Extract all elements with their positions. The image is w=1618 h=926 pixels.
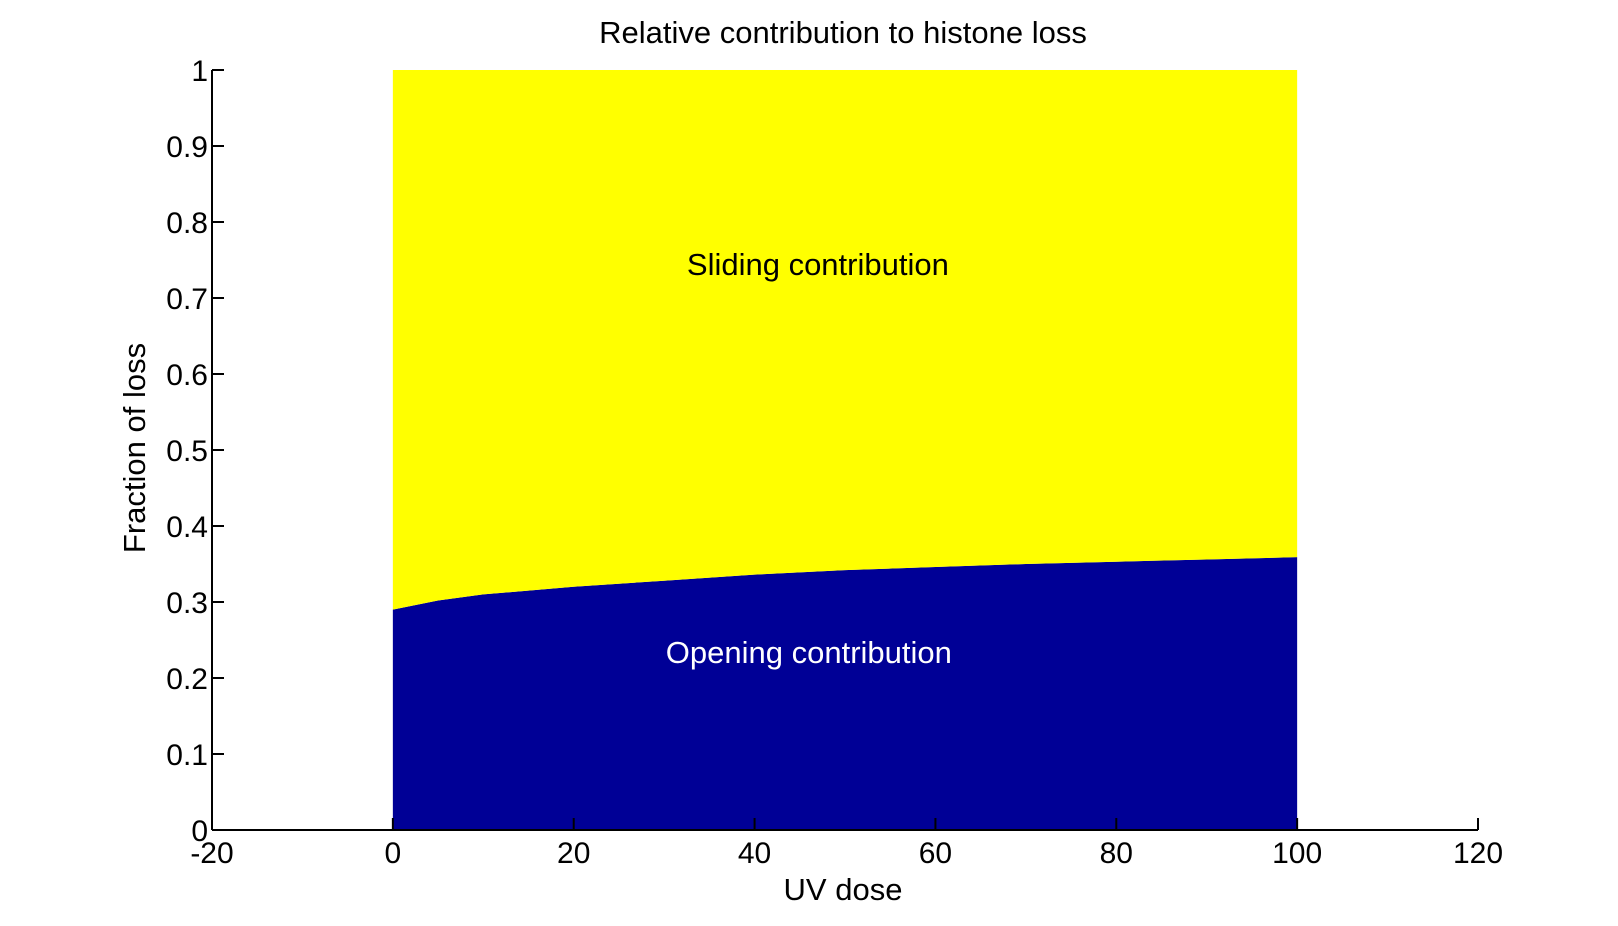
y-tick-label: 0.1 — [166, 739, 208, 772]
x-tick-label: 0 — [385, 837, 402, 870]
x-tick-label: 80 — [1100, 837, 1133, 870]
x-tick-label: 120 — [1453, 837, 1503, 870]
area-series-group — [392, 70, 1298, 830]
y-tick-label: 0.3 — [166, 587, 208, 620]
x-tick-label: 40 — [738, 837, 771, 870]
y-tick-label: 0.6 — [166, 359, 208, 392]
x-tick-label: 60 — [919, 837, 952, 870]
y-axis-label: Fraction of loss — [117, 343, 152, 553]
y-tick-label: 0.2 — [166, 663, 208, 696]
y-tick-label: 0.8 — [166, 207, 208, 240]
x-tick-label: 20 — [557, 837, 590, 870]
area-sliding-contribution — [392, 70, 1298, 610]
x-tick-label: 100 — [1272, 837, 1322, 870]
x-tick-label: -20 — [190, 837, 233, 870]
y-tick-label: 0.5 — [166, 435, 208, 468]
y-tick-label: 1 — [191, 55, 208, 88]
chart-title: Relative contribution to histone loss — [599, 15, 1087, 50]
x-axis-label: UV dose — [784, 872, 903, 907]
y-tick-label: 0.7 — [166, 283, 208, 316]
y-tick-label: 0.9 — [166, 131, 208, 164]
ticks-group: -20 0 20 40 60 80 100 12000.10.20.30.40.50.60.7… — [166, 55, 1503, 870]
y-tick-label: 0.4 — [166, 511, 208, 544]
area-opening-contribution — [392, 557, 1298, 830]
y-tick-label: 0 — [191, 815, 208, 848]
annotation-label: Sliding contribution — [687, 247, 949, 282]
annotation-label: Opening contribution — [666, 635, 952, 670]
annotations-group: Sliding contribution Opening contribution — [666, 247, 952, 670]
